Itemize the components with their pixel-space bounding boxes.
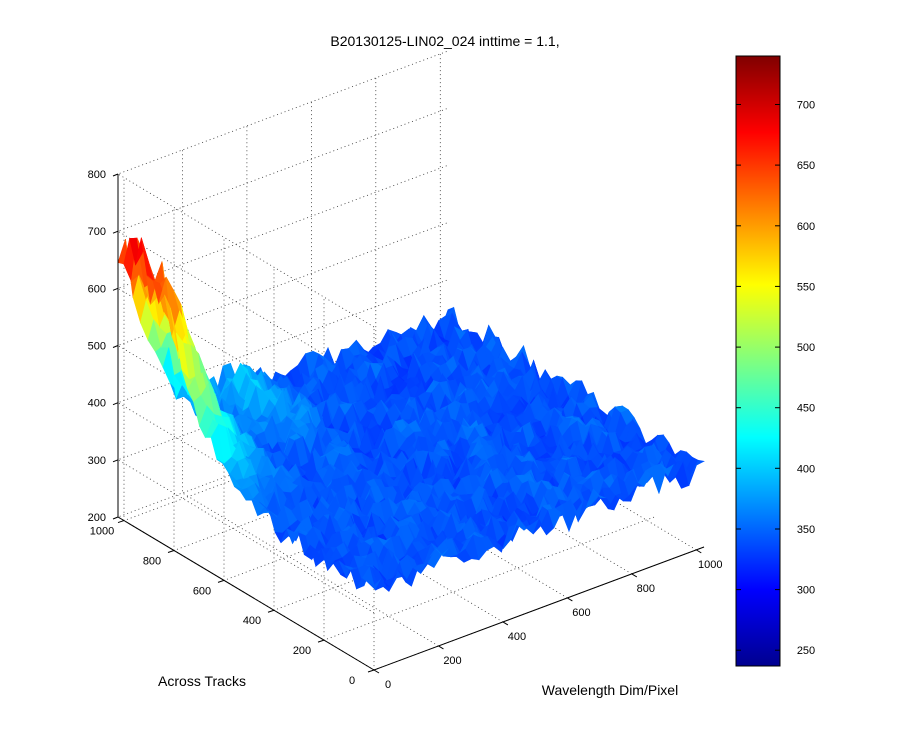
x-tick-label: 200	[443, 655, 461, 667]
z-tick-mark	[112, 459, 119, 463]
y-tick-label: 200	[293, 645, 311, 657]
x-tick-mark	[567, 597, 573, 602]
y-axis-label: Across Tracks	[158, 673, 246, 689]
colorbar-tick-label: 700	[797, 100, 815, 112]
colorbar-tick-label: 400	[797, 463, 815, 475]
z-tick-mark	[112, 345, 119, 348]
colorbar-tick-label: 650	[797, 160, 815, 172]
colorbar-ticks: 250 300 350 400 450 500 550 600 650 700	[736, 100, 815, 657]
colorbar-tick-label: 500	[797, 342, 815, 354]
x-tick-label: 800	[637, 583, 655, 595]
y-tick-label: 400	[243, 615, 261, 627]
z-tick-mark	[112, 173, 119, 177]
z-tick-mark	[112, 287, 119, 291]
z-tick-mark	[112, 230, 119, 234]
z-tick-mark	[112, 516, 119, 520]
colorbar-tick-label: 350	[797, 524, 815, 536]
chart-title: B20130125-LIN02_024 inttime = 1.1,	[330, 33, 559, 49]
x-tick-mark	[696, 549, 702, 554]
y-tick-mark	[167, 549, 175, 553]
x-tick-mark	[438, 645, 444, 650]
x-axis-label: Wavelength Dim/Pixel	[542, 682, 678, 698]
x-tick-label: 600	[572, 607, 590, 619]
z-tick-mark	[112, 402, 119, 406]
y-axis-line	[117, 516, 375, 671]
colorbar-tick-label: 550	[797, 281, 815, 293]
y-tick-mark	[367, 669, 375, 673]
z-tick-label: 700	[88, 226, 106, 238]
y-tick-mark	[267, 609, 275, 613]
axis-ticks: 0 200 400 600 800 1000 0 200 400 600 800 1000 200 300…	[88, 169, 723, 691]
z-tick-label: 800	[88, 169, 106, 181]
x-tick-label: 400	[508, 631, 526, 643]
colorbar-gradient	[735, 55, 781, 667]
y-tick-mark	[217, 579, 225, 583]
surface-patch	[690, 459, 705, 476]
y-tick-label: 800	[143, 556, 161, 568]
x-axis-line	[373, 546, 705, 671]
z-tick-label: 200	[88, 512, 106, 524]
x-tick-label: 1000	[698, 559, 722, 571]
z-tick-label: 600	[88, 283, 106, 295]
x-tick-mark	[373, 669, 380, 674]
x-tick-mark	[631, 573, 638, 578]
surface-plot	[117, 237, 705, 592]
colorbar-tick-label: 300	[797, 585, 815, 597]
z-tick-label: 300	[88, 455, 106, 467]
x-tick-label: 0	[385, 679, 391, 691]
y-tick-mark	[117, 520, 125, 524]
colorbar: 250 300 350 400 450 500 550 600 650 700	[735, 55, 815, 667]
colorbar-tick-label: 250	[797, 645, 815, 657]
z-tick-label: 500	[88, 341, 106, 353]
colorbar-tick-label: 600	[797, 221, 815, 233]
y-tick-label: 600	[193, 585, 211, 597]
y-tick-mark	[317, 639, 325, 643]
z-tick-label: 400	[88, 398, 106, 410]
y-tick-label: 0	[349, 675, 355, 687]
x-tick-mark	[502, 621, 509, 626]
y-tick-label: 1000	[90, 526, 114, 538]
colorbar-tick-label: 450	[797, 403, 815, 415]
